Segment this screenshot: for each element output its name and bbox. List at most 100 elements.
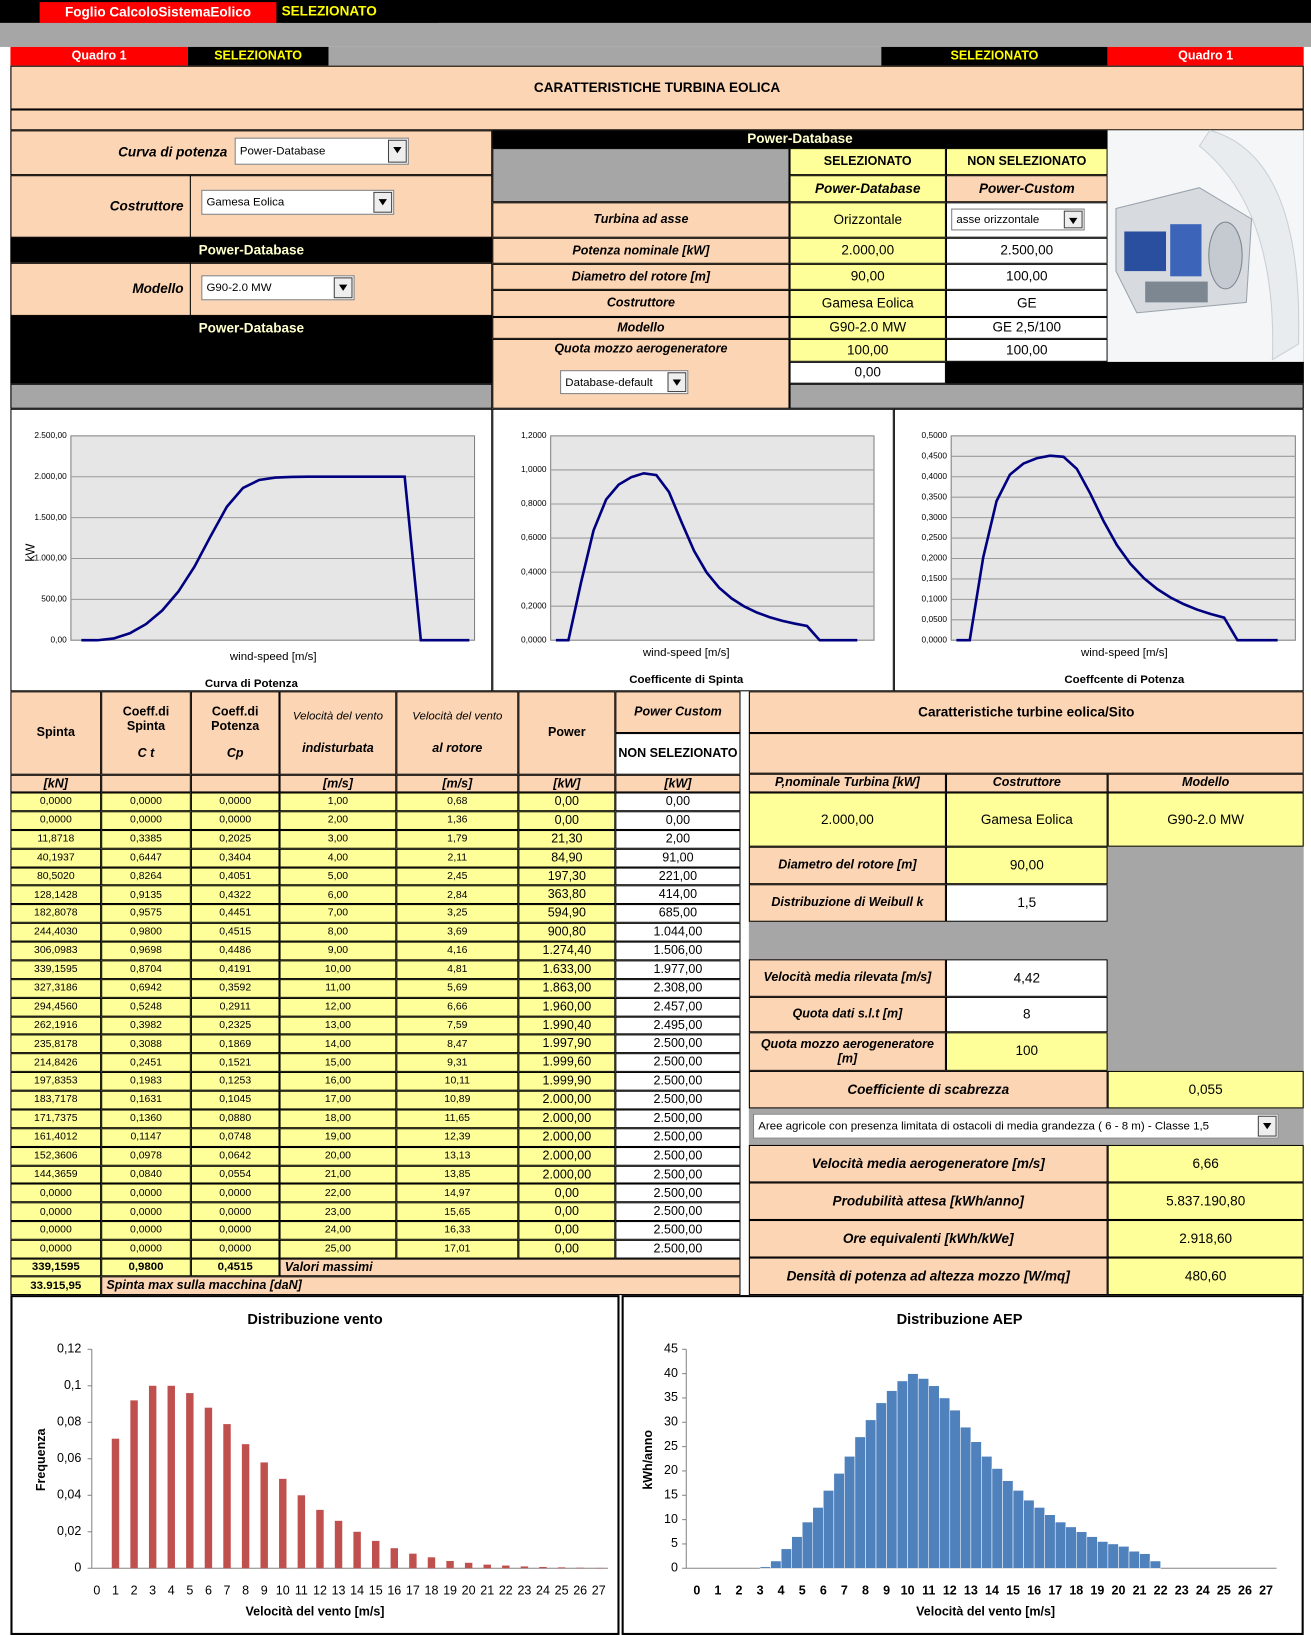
table-cell: 84,90 [518, 848, 615, 867]
dropdown-arrow [393, 147, 401, 153]
table-cell: 2,00 [280, 811, 397, 830]
table-cell: 8,00 [280, 923, 397, 942]
table-cell: 40,1937 [10, 848, 101, 867]
table-cell: 2.500,00 [615, 1221, 740, 1240]
curve-dropdown[interactable]: Power-Database [235, 138, 409, 165]
dropdown-button[interactable] [373, 192, 392, 213]
table-cell: 0,0000 [10, 1240, 101, 1259]
table-cell: 0,9698 [101, 942, 191, 961]
form-label: Curva di potenza [10, 130, 233, 175]
table-cell: 1.977,00 [615, 960, 740, 979]
table-cell: 0,3404 [191, 848, 280, 867]
selected-value: Orizzontale [790, 202, 946, 237]
table-cell: 14,97 [396, 1184, 518, 1203]
table-cell: 13,85 [396, 1165, 518, 1184]
table-cell: 0,0000 [101, 792, 191, 811]
head-subtext: indisturbata [302, 741, 374, 755]
table-cell: 0,0000 [101, 1221, 191, 1240]
table-cell: 5,69 [396, 979, 518, 998]
hub-dropdown[interactable]: Database-default [560, 370, 688, 394]
unit-cell: [kW] [518, 775, 615, 793]
column-head: SELEZIONATO [790, 148, 946, 175]
table-cell: 2.000,00 [518, 1128, 615, 1147]
table-cell: 0,6942 [101, 979, 191, 998]
table-cell: 221,00 [615, 867, 740, 886]
unit-cell: [kW] [615, 775, 740, 793]
result-label: Ore equivalenti [kWh/kWe] [749, 1220, 1108, 1258]
table-cell: 1.633,00 [518, 960, 615, 979]
table-cell: 0,00 [518, 811, 615, 830]
table-cell: 0,4051 [191, 867, 280, 886]
table-cell: 2.500,00 [615, 1165, 740, 1184]
table-cell: 3,25 [396, 904, 518, 923]
table-cell: 24,00 [280, 1221, 397, 1240]
table-cell: 2.495,00 [615, 1016, 740, 1035]
form-label: Costruttore [10, 175, 190, 238]
dropdown-button[interactable] [667, 372, 686, 392]
gray-row [10, 384, 492, 409]
max-thrust-label: Spinta max sulla macchina [daN] [101, 1276, 740, 1295]
dropdown-value: Database-default [565, 376, 652, 389]
form-label: Modello [10, 263, 190, 316]
table-cell: 214,8426 [10, 1053, 101, 1072]
table-cell: 17,01 [396, 1240, 518, 1259]
row-label: Costruttore [492, 290, 789, 317]
table-cell: 128,1428 [10, 886, 101, 905]
table-cell: 6,00 [280, 886, 397, 905]
result-label: Densità di potenza ad altezza mozzo [W/m… [749, 1258, 1108, 1296]
table-cell: 0,0000 [191, 792, 280, 811]
table-cell: 2.500,00 [615, 1091, 740, 1110]
column-source: Power-Database [790, 175, 946, 202]
dropdown-button[interactable] [1064, 211, 1083, 229]
chart-panel [622, 1295, 1304, 1635]
spreadsheet: 0,00500,001.000,001.500,002.000,002.500,… [0, 0, 1311, 1635]
table-cell: 7,00 [280, 904, 397, 923]
table-cell: 1.863,00 [518, 979, 615, 998]
black-block [946, 362, 1304, 384]
table-cell: 80,5020 [10, 867, 101, 886]
result-value: 6,66 [1108, 1145, 1304, 1183]
terrain-dropdown[interactable]: Aree agricole con presenza limitata di o… [753, 1114, 1279, 1139]
dropdown-button[interactable] [334, 277, 353, 298]
dropdown-button[interactable] [1258, 1116, 1277, 1137]
table-cell: 0,0000 [10, 1221, 101, 1240]
table-cell: 15,65 [396, 1203, 518, 1222]
table-cell: 4,00 [280, 848, 397, 867]
param-value: 90,00 [946, 847, 1108, 885]
table-cell: 2.500,00 [615, 1184, 740, 1203]
table-cell: 1.274,40 [518, 942, 615, 961]
table-cell: 414,00 [615, 886, 740, 905]
table-cell: 9,00 [280, 942, 397, 961]
dropdown-value: asse orizzontale [956, 213, 1039, 226]
table-cell: 22,00 [280, 1184, 397, 1203]
dropdown-button[interactable] [388, 140, 407, 163]
table-cell: 9,31 [396, 1053, 518, 1072]
table-cell: 0,9800 [101, 923, 191, 942]
table-cell: 197,8353 [10, 1072, 101, 1091]
axis-dropdown[interactable]: asse orizzontale [951, 209, 1084, 231]
maker-dropdown[interactable]: Gamesa Eolica [201, 190, 394, 215]
table-cell: 183,7178 [10, 1091, 101, 1110]
table-cell: 2.500,00 [615, 1203, 740, 1222]
table-cell: 0,2025 [191, 830, 280, 849]
table-cell: 0,0840 [101, 1165, 191, 1184]
table-cell: 0,1045 [191, 1091, 280, 1110]
table-cell: 16,33 [396, 1221, 518, 1240]
param-value: 8 [946, 997, 1108, 1032]
site-value: G90-2.0 MW [1108, 792, 1304, 846]
dropdown-arrow [339, 285, 347, 291]
head-subtext: C t [138, 747, 155, 761]
param-label: Diametro del rotore [m] [749, 847, 946, 885]
head-text: Coeff.di Spinta [102, 705, 190, 734]
table-cell: 327,3186 [10, 979, 101, 998]
quadro-right: Quadro 1 [1108, 47, 1304, 66]
table-cell: 13,13 [396, 1147, 518, 1166]
table-cell: 2,45 [396, 867, 518, 886]
table-cell: 0,1147 [101, 1128, 191, 1147]
model-dropdown[interactable]: G90-2.0 MW [201, 275, 354, 300]
table-cell: 2.500,00 [615, 1109, 740, 1128]
table-cell: 7,59 [396, 1016, 518, 1035]
table-cell: 25,00 [280, 1240, 397, 1259]
max-value: 0,4515 [191, 1259, 280, 1277]
